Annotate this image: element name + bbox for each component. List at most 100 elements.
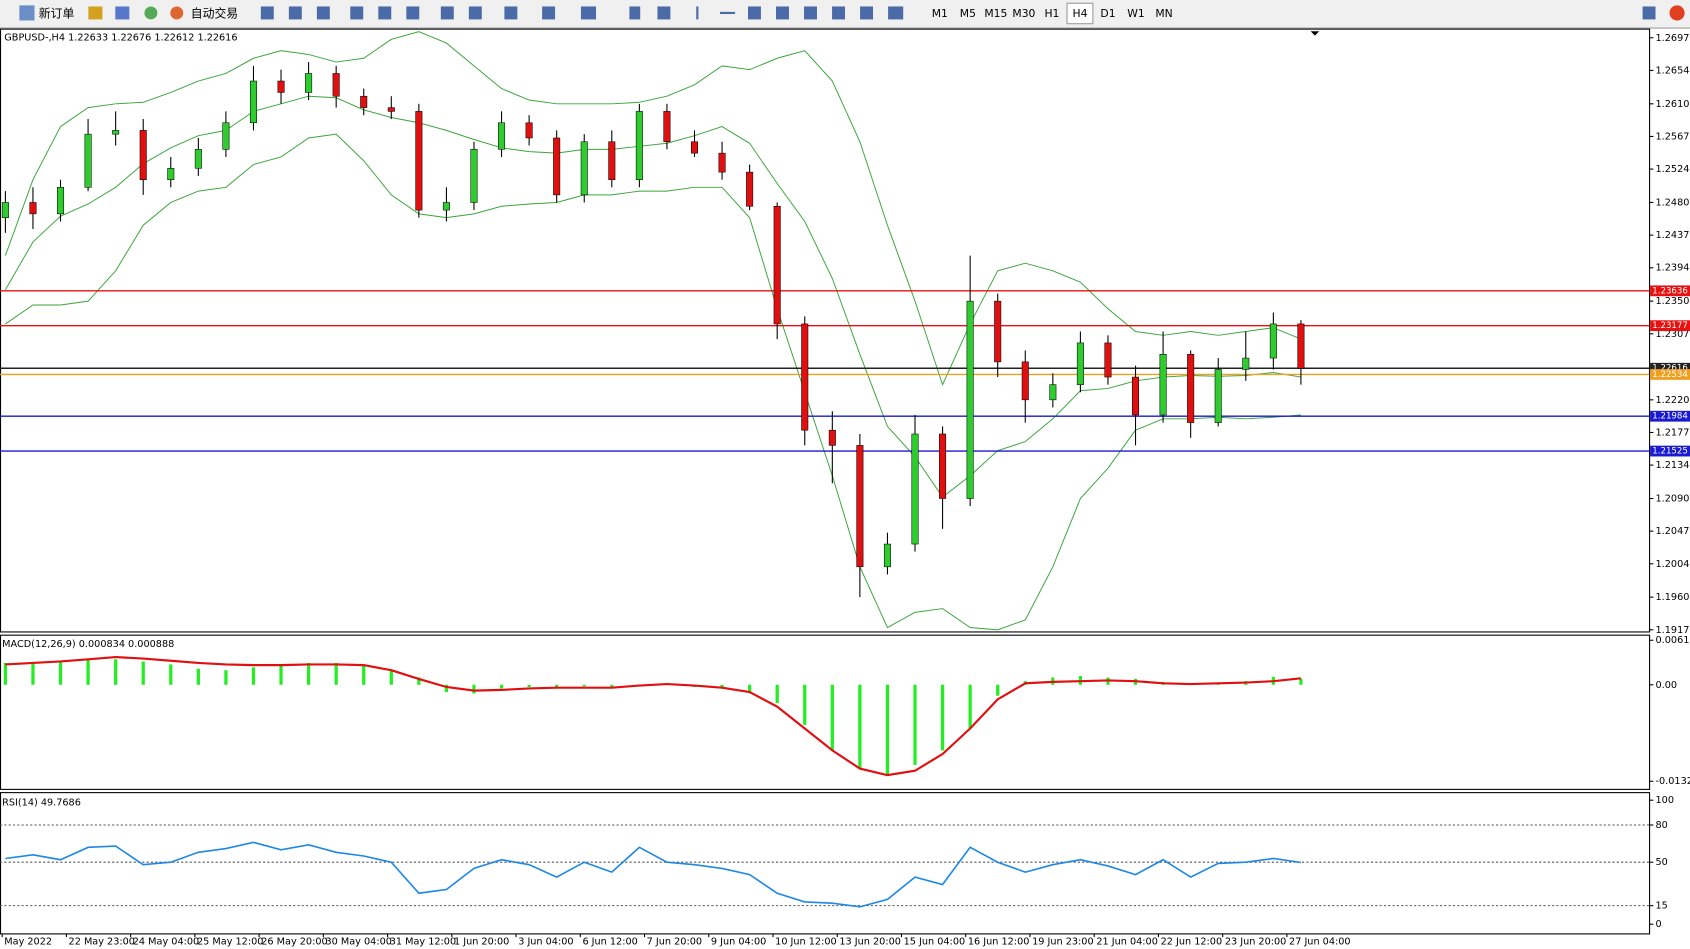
x-tick-label: 22 May 23:00 — [69, 936, 135, 947]
chart-area: 1.26970 1.26540 1.26100 1.25670 1.25240 1.248… — [0, 28, 1690, 947]
level-label: 1.21525 — [1652, 447, 1688, 457]
timeframe-button[interactable]: M15 — [984, 7, 1007, 20]
candle-body — [1104, 342, 1112, 378]
y-tick-label: 1.24800 — [1656, 197, 1690, 208]
candle-body — [1187, 354, 1195, 423]
icon[interactable] — [696, 6, 699, 20]
candle-body — [773, 206, 781, 325]
icon[interactable] — [468, 6, 482, 20]
x-tick-label: May 2022 — [4, 936, 52, 947]
icon[interactable] — [719, 11, 736, 15]
candle-body — [29, 202, 37, 215]
candle-body — [249, 80, 257, 124]
candle-body — [222, 122, 230, 150]
active-timeframe — [1066, 2, 1094, 25]
timeframe-button[interactable]: M30 — [1012, 7, 1035, 20]
timeframe-button[interactable]: M5 — [960, 7, 976, 20]
candle-body — [305, 73, 313, 93]
panel-frame — [0, 28, 1651, 633]
icon[interactable] — [1642, 6, 1656, 20]
x-tick-label: 13 Jun 20:00 — [839, 936, 901, 947]
y-tick-label: 1.22200 — [1656, 395, 1690, 406]
icon[interactable] — [19, 5, 35, 21]
icon[interactable] — [350, 6, 364, 20]
panel-frame — [0, 634, 1651, 790]
notification[interactable] — [1669, 5, 1685, 21]
candle-body — [1242, 357, 1250, 370]
candle-body — [1297, 323, 1305, 369]
y-tick-label: 1.25240 — [1656, 164, 1690, 175]
level-label: 1.21984 — [1652, 412, 1688, 422]
y-tick-label: 1.26970 — [1656, 33, 1690, 44]
icon[interactable] — [629, 6, 641, 20]
x-tick-label: 15 Jun 04:00 — [904, 936, 966, 947]
button[interactable]: 自动交易 — [191, 7, 238, 21]
candle-body — [690, 141, 698, 154]
level-label-box — [1650, 285, 1690, 297]
icon[interactable] — [580, 6, 597, 20]
line — [5, 656, 1302, 777]
level-label-box — [1650, 362, 1690, 374]
x-tick-label: 30 May 04:00 — [325, 936, 391, 947]
candle-body — [553, 137, 561, 196]
candle-body — [1021, 361, 1029, 401]
icon[interactable] — [378, 6, 392, 20]
x-tick-label: 31 May 12:00 — [390, 936, 456, 947]
icon[interactable] — [832, 6, 845, 20]
timeframe-button[interactable]: MN — [1155, 7, 1172, 20]
icon[interactable] — [860, 6, 874, 20]
icon[interactable] — [288, 6, 302, 20]
y-tick-label: 1.23500 — [1656, 296, 1690, 307]
candle-body — [442, 202, 450, 211]
candle-body — [746, 171, 754, 207]
candle-body — [1049, 384, 1057, 401]
level-label: 1.22616 — [1652, 364, 1688, 374]
x-tick-label: 19 Jun 23:00 — [1032, 936, 1094, 947]
icon[interactable] — [440, 6, 454, 20]
y-tick-label: 1.19170 — [1656, 625, 1690, 636]
timeframe-button[interactable]: W1 — [1127, 7, 1144, 20]
toolbar-items: 新订单 自动交易 — [19, 2, 1685, 25]
candle-body — [1132, 376, 1140, 416]
icon[interactable] — [88, 6, 103, 20]
x-tick-label: 25 May 12:00 — [197, 936, 263, 947]
icon[interactable] — [747, 6, 761, 20]
y-tick-label: -0.01324 — [1656, 776, 1690, 787]
icon[interactable] — [260, 6, 274, 20]
timeframe-button[interactable]: D1 — [1100, 7, 1115, 20]
y-tick-label: 0.006114 — [1656, 635, 1690, 646]
y-tick-label: 1.26100 — [1656, 99, 1690, 110]
y-tick-label: 1.23070 — [1656, 329, 1690, 340]
x-tick-label: 27 Jun 04:00 — [1289, 936, 1351, 947]
icon[interactable] — [804, 6, 817, 20]
x-tick-label: 7 Jun 20:00 — [647, 936, 702, 947]
icon[interactable] — [542, 6, 556, 20]
icon[interactable] — [144, 6, 158, 20]
timeframe-button[interactable]: H1 — [1044, 7, 1059, 20]
icon[interactable] — [406, 6, 420, 20]
candle-body — [277, 80, 285, 93]
icon[interactable] — [888, 6, 904, 20]
candle-body — [856, 445, 864, 568]
candle-body — [387, 107, 395, 112]
candle-body — [332, 73, 340, 97]
icon[interactable] — [316, 6, 330, 20]
icon[interactable] — [115, 6, 130, 20]
icon[interactable] — [170, 6, 184, 20]
icon[interactable] — [776, 6, 789, 20]
icon[interactable] — [657, 6, 671, 20]
y-tick-label: 1.25670 — [1656, 131, 1690, 142]
timeframe-button[interactable]: M1 — [932, 7, 948, 20]
y-tick-label: 1.24370 — [1656, 230, 1690, 241]
candle-body — [1, 202, 9, 218]
candle-body — [911, 433, 919, 545]
x-tick-label: 6 Jun 12:00 — [582, 936, 637, 947]
candle-body — [635, 111, 643, 180]
line — [4, 95, 1301, 498]
timeframe-button[interactable]: H4 — [1072, 7, 1087, 20]
candle-body — [360, 95, 368, 108]
chart-title: GBPUSD-,H4 1.22633 1.22676 1.22612 1.226… — [4, 33, 237, 44]
icon[interactable] — [504, 6, 518, 20]
button[interactable]: 新订单 — [39, 7, 75, 21]
candle-body — [112, 130, 120, 135]
